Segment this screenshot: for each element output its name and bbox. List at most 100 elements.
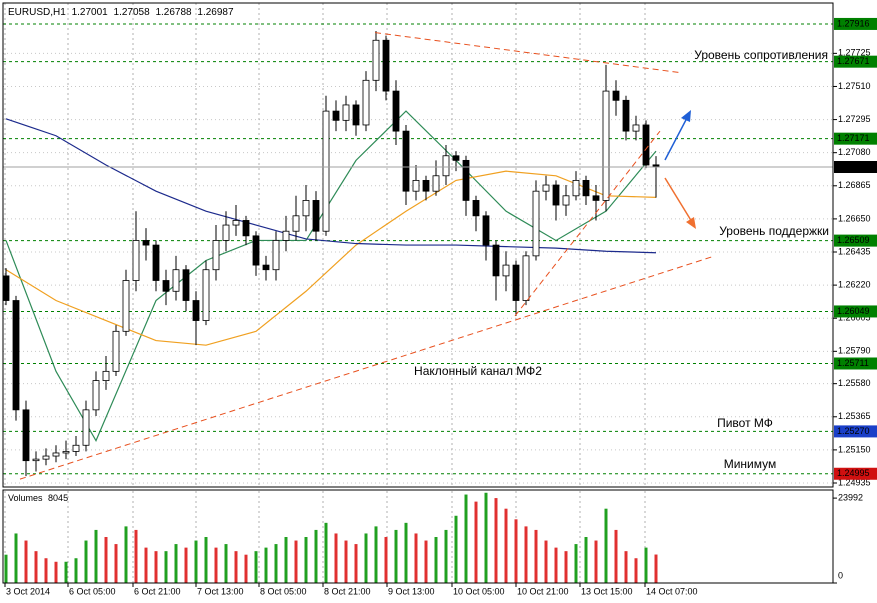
candle-body xyxy=(322,110,330,232)
volume-bar xyxy=(614,529,618,583)
candle-body xyxy=(202,269,210,321)
candle-body xyxy=(12,300,20,411)
candle-body xyxy=(312,200,320,232)
volume-bar xyxy=(214,547,218,583)
candle-body xyxy=(192,300,200,321)
y-tick-label: 1.27510 xyxy=(838,81,871,91)
y-tick-label: 1.27080 xyxy=(838,147,871,157)
candle-body xyxy=(42,455,50,460)
volume-title: Volumes xyxy=(8,493,43,503)
y-tick-label: 1.25365 xyxy=(838,411,871,421)
volume-frame xyxy=(2,489,834,584)
moving-average xyxy=(5,170,657,346)
volume-bar xyxy=(554,547,558,583)
x-tick-label: 14 Oct 07:00 xyxy=(646,586,698,596)
candle-body xyxy=(342,104,350,121)
trendline xyxy=(374,32,681,74)
candle-body xyxy=(32,458,40,462)
volume-bar xyxy=(514,519,518,583)
volume-bar xyxy=(4,554,8,583)
volume-bar xyxy=(384,537,388,583)
level-label: 1.26509 xyxy=(837,235,870,245)
x-tick-label: 3 Oct 2014 xyxy=(6,586,50,596)
y-tick-label: 1.27725 xyxy=(838,48,871,58)
candle-body xyxy=(242,220,250,237)
volume-bar xyxy=(194,540,198,583)
candle-body xyxy=(612,90,620,101)
candle-body xyxy=(132,240,140,281)
volume-bar xyxy=(334,533,338,583)
level-label: 1.24995 xyxy=(837,468,870,478)
candle-body xyxy=(122,280,130,332)
y-tick-label: 1.26435 xyxy=(838,246,871,256)
level-label: 1.25711 xyxy=(837,358,869,368)
annotation: Уровень сопротивления xyxy=(694,48,828,62)
volume-bar xyxy=(304,537,308,583)
candle-body xyxy=(462,159,470,201)
level-label-box xyxy=(834,357,877,370)
bid-label-box xyxy=(834,161,877,174)
candle-body xyxy=(182,269,190,301)
volume-bar xyxy=(484,492,488,583)
candle-body xyxy=(22,409,30,462)
volume-bar xyxy=(64,561,68,583)
bid-label: 1.26987 xyxy=(837,161,870,171)
candle-body xyxy=(72,444,80,452)
y-tick-label: 1.24935 xyxy=(838,477,871,487)
candle-body xyxy=(422,179,430,192)
candle-body xyxy=(272,240,280,271)
x-tick-label: 13 Oct 15:00 xyxy=(581,586,633,596)
volume-bar xyxy=(274,544,278,583)
candle-body xyxy=(362,79,370,126)
volume-bar xyxy=(474,501,478,583)
candle-body xyxy=(622,99,630,132)
volume-bar xyxy=(544,540,548,583)
candle-body xyxy=(452,155,460,161)
candle-body xyxy=(572,179,580,197)
y-tick-label: 0 xyxy=(838,570,843,580)
volume-bar xyxy=(154,551,158,583)
x-tick-label: 6 Oct 21:00 xyxy=(134,586,181,596)
candle-body xyxy=(582,179,590,197)
candle-body xyxy=(212,240,220,271)
volume-bar xyxy=(634,558,638,583)
open-value: 1.27001 xyxy=(72,7,109,18)
volume-bar xyxy=(24,540,28,583)
y-tick-label: 1.26650 xyxy=(838,213,871,223)
level-label-box xyxy=(834,132,877,145)
low-value: 1.26788 xyxy=(155,7,192,18)
level-label: 1.26049 xyxy=(837,306,870,316)
volume-bar xyxy=(594,540,598,583)
trendline xyxy=(19,255,716,480)
candle-body xyxy=(262,264,270,271)
trendline xyxy=(514,130,661,317)
candle-body xyxy=(282,230,290,241)
candle-body xyxy=(512,264,520,301)
volume-bar xyxy=(74,558,78,583)
volume-bar xyxy=(44,558,48,583)
header: EURUSD,H1 1.27001 1.27058 1.26788 1.2698… xyxy=(8,7,234,18)
candle-body xyxy=(552,184,560,206)
volume-bar xyxy=(254,551,258,583)
candle-body xyxy=(562,195,570,206)
level-label-box xyxy=(834,17,877,30)
candle-body xyxy=(532,190,540,257)
x-tick-label: 10 Oct 21:00 xyxy=(517,586,569,596)
volume-bar xyxy=(264,547,268,583)
moving-average xyxy=(5,110,657,442)
candle-body xyxy=(82,409,90,446)
volume-bar xyxy=(84,540,88,583)
x-tick-label: 6 Oct 05:00 xyxy=(69,586,116,596)
volume-bar xyxy=(344,540,348,583)
volume-bar xyxy=(494,498,498,583)
candle-body xyxy=(222,224,230,241)
level-label-box xyxy=(834,425,877,438)
candle-body xyxy=(472,200,480,217)
candle-body xyxy=(632,124,640,132)
high-value: 1.27058 xyxy=(114,7,151,18)
volume-bar xyxy=(174,544,178,583)
y-tick-label: 1.26220 xyxy=(838,279,871,289)
volume-bar xyxy=(314,529,318,583)
